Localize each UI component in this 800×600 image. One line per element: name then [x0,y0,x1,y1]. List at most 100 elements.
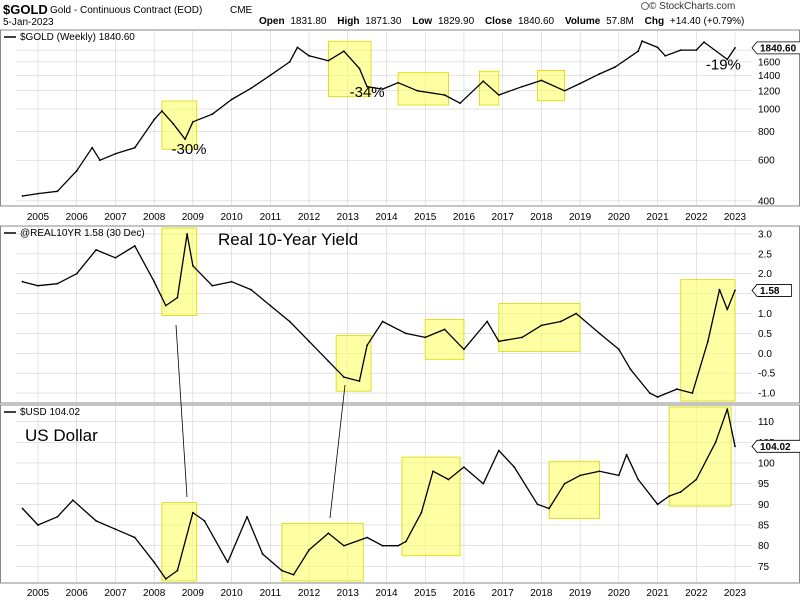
data-point [617,348,620,351]
pct-annotation: -19% [706,57,741,74]
bottom-year-tick: 2006 [66,588,89,599]
data-point [186,233,188,235]
series-line [22,408,736,580]
y-tick-label: -0.5 [758,369,776,380]
data-point [133,536,136,539]
data-point [579,82,582,85]
volume-label: Volume [565,16,601,27]
data-point [211,113,214,116]
highlight-box [335,334,372,392]
symbol-ticker: $GOLD [3,2,48,17]
y-tick-label: 75 [758,562,770,573]
last-value-badge [751,439,800,453]
connector-line [175,324,188,498]
panel-label: $USD 104.02 [20,407,80,418]
top-year-tick: 2023 [724,212,747,223]
highlight-box [479,70,500,106]
data-point [153,280,156,283]
data-point [133,244,136,247]
data-point [641,40,643,42]
y-tick-label: 600 [758,156,775,167]
series-line [22,40,736,197]
data-point [668,495,671,497]
data-point [133,146,136,149]
data-point [343,50,345,53]
highlight-box [401,456,461,557]
bottom-year-tick: 2015 [414,588,437,599]
data-point [726,58,729,61]
data-point [95,248,97,251]
data-point [432,470,434,473]
data-point [250,288,252,291]
data-point [463,348,465,351]
data-point [161,110,163,112]
highlight-box [537,70,566,102]
y-tick-label: 1600 [758,57,781,68]
data-point [629,368,632,371]
data-point [114,152,117,155]
data-point [292,573,295,576]
data-point [420,511,423,514]
data-point [625,453,628,456]
data-point [226,561,229,564]
y-tick-label: 1400 [758,71,781,82]
data-point [482,80,485,83]
y-tick-label: 0.5 [758,329,772,340]
top-year-tick: 2015 [414,212,437,223]
data-point [726,308,729,311]
data-point [497,340,500,343]
top-year-tick: 2007 [104,212,127,223]
data-point [381,544,384,547]
data-point [695,49,698,52]
data-point [734,289,736,292]
top-year-tick: 2013 [337,212,360,223]
data-point [343,376,345,379]
data-point [246,515,249,518]
data-point [656,396,659,398]
data-point [75,272,78,275]
data-point [598,470,601,473]
bottom-year-tick: 2019 [569,588,592,599]
top-year-tick: 2009 [182,212,205,223]
data-point [75,169,78,172]
data-point [656,503,659,506]
data-point [521,85,523,88]
data-point [203,520,206,522]
data-point [397,81,400,84]
y-tick-label: 85 [758,521,770,532]
data-point [714,441,717,444]
top-year-tick: 2022 [685,212,708,223]
data-point [679,49,682,52]
data-point [366,536,369,539]
data-point [598,332,601,335]
data-point [679,491,682,493]
data-point [191,120,194,123]
last-value-label: 104.02 [760,442,791,453]
data-point [559,320,562,323]
series-line [22,233,736,398]
data-point [281,569,283,572]
data-point [536,503,539,506]
data-point [598,72,601,75]
data-point [540,324,543,327]
data-point [563,482,566,485]
chg-label: Chg [645,16,664,27]
y-tick-label: 80 [758,541,770,552]
data-point [706,340,709,343]
volume-value: 57.8M [606,16,634,27]
y-tick-label: 110 [758,417,774,428]
data-point [718,288,721,291]
connector-line [329,384,346,519]
highlight-box [498,303,581,352]
data-point [691,392,694,394]
year-axis-bottom: 2005 2006 2007 2008 2009 2010 2011 2012 2013 2014… [27,588,747,599]
data-point [164,304,167,307]
bottom-year-tick: 2007 [104,588,127,599]
data-point [71,499,74,502]
data-point [358,380,361,383]
panel-frame [0,225,800,404]
bottom-year-tick: 2011 [260,588,282,599]
data-point [463,466,465,468]
bottom-year-tick: 2005 [27,588,50,599]
bottom-year-tick: 2023 [724,588,747,599]
